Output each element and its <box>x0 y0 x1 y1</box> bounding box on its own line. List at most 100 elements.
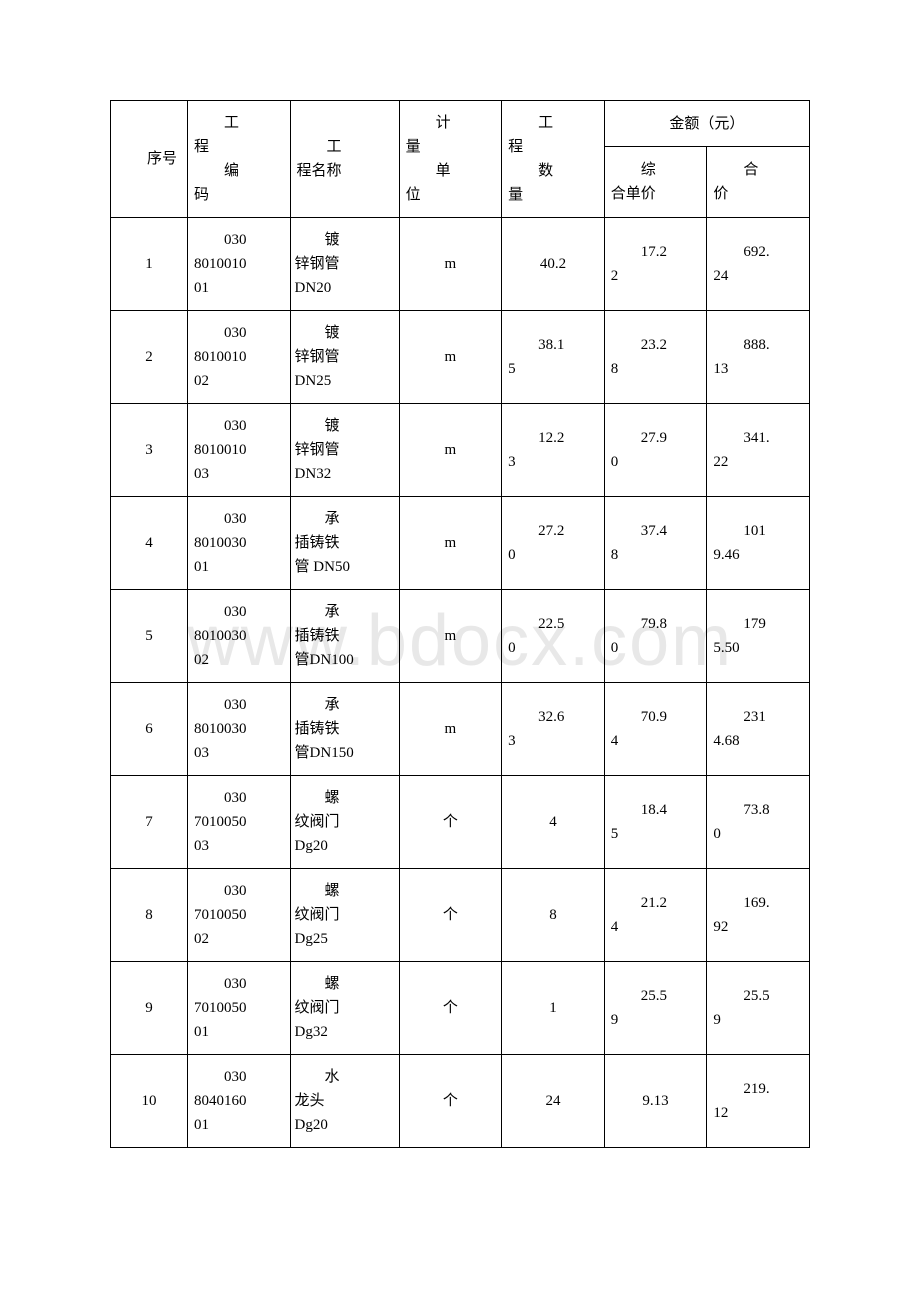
cell-name: 镀锌钢管DN20 <box>290 218 399 311</box>
cell-total-price: 1795.50 <box>707 590 810 683</box>
bill-table: 序号 工 程 编 码 工 程名称 计 量 单 位 工 程 数 量 <box>110 100 810 1148</box>
cell-unit: m <box>399 218 502 311</box>
cell-name: 镀锌钢管DN32 <box>290 404 399 497</box>
cell-unit: m <box>399 683 502 776</box>
cell-total-price: 73.80 <box>707 776 810 869</box>
cell-name: 螺纹阀门Dg20 <box>290 776 399 869</box>
header-seq-label: 序号 <box>117 147 181 171</box>
cell-qty: 4 <box>502 776 605 869</box>
table-row: 5030801003002承插铸铁管DN100m22.5079.801795.5… <box>111 590 810 683</box>
cell-seq: 9 <box>111 962 188 1055</box>
cell-unit-price: 70.94 <box>604 683 707 776</box>
cell-qty: 27.20 <box>502 497 605 590</box>
cell-total-price: 888.13 <box>707 311 810 404</box>
cell-unit: m <box>399 497 502 590</box>
header-name: 工 程名称 <box>290 101 399 218</box>
cell-seq: 2 <box>111 311 188 404</box>
header-code-label-3: 编 <box>194 159 284 183</box>
header-seq: 序号 <box>111 101 188 218</box>
header-total-price-label-2: 价 <box>713 182 803 206</box>
header-qty-label-1: 工 <box>508 111 598 135</box>
cell-total-price: 25.59 <box>707 962 810 1055</box>
cell-code: 030701005001 <box>187 962 290 1055</box>
header-code-label-4: 码 <box>194 183 284 207</box>
cell-qty: 40.2 <box>502 218 605 311</box>
cell-name: 螺纹阀门Dg25 <box>290 869 399 962</box>
table-header: 序号 工 程 编 码 工 程名称 计 量 单 位 工 程 数 量 <box>111 101 810 218</box>
cell-code: 030801001003 <box>187 404 290 497</box>
header-unit: 计 量 单 位 <box>399 101 502 218</box>
cell-name: 承插铸铁管 DN50 <box>290 497 399 590</box>
cell-seq: 6 <box>111 683 188 776</box>
header-qty-label-2: 程 <box>508 135 598 159</box>
cell-code: 030801001002 <box>187 311 290 404</box>
cell-seq: 3 <box>111 404 188 497</box>
header-unit-price-label-2: 合单价 <box>611 182 701 206</box>
table-row: 2030801001002镀锌钢管DN25m38.1523.28888.13 <box>111 311 810 404</box>
header-unit-label-4: 位 <box>406 183 496 207</box>
cell-seq: 4 <box>111 497 188 590</box>
cell-name: 承插铸铁管DN150 <box>290 683 399 776</box>
cell-unit-price: 23.28 <box>604 311 707 404</box>
cell-unit-price: 21.24 <box>604 869 707 962</box>
cell-code: 030804016001 <box>187 1055 290 1148</box>
cell-qty: 12.23 <box>502 404 605 497</box>
cell-code: 030701005002 <box>187 869 290 962</box>
table-row: 10030804016001水龙头Dg20个249.13219.12 <box>111 1055 810 1148</box>
header-unit-label-2: 量 <box>406 135 496 159</box>
cell-total-price: 2314.68 <box>707 683 810 776</box>
header-unit-price: 综 合单价 <box>604 147 707 218</box>
header-total-price: 合 价 <box>707 147 810 218</box>
cell-qty: 32.63 <box>502 683 605 776</box>
cell-name: 螺纹阀门Dg32 <box>290 962 399 1055</box>
header-qty: 工 程 数 量 <box>502 101 605 218</box>
header-amount-label: 金额（元） <box>669 116 744 132</box>
cell-name: 镀锌钢管DN25 <box>290 311 399 404</box>
header-code: 工 程 编 码 <box>187 101 290 218</box>
cell-qty: 38.15 <box>502 311 605 404</box>
cell-unit-price: 18.45 <box>604 776 707 869</box>
header-unit-price-label-1: 综 <box>611 158 701 182</box>
cell-code: 030801001001 <box>187 218 290 311</box>
cell-code: 030701005003 <box>187 776 290 869</box>
cell-code: 030801003002 <box>187 590 290 683</box>
cell-unit: m <box>399 590 502 683</box>
cell-unit: 个 <box>399 1055 502 1148</box>
table-row: 4030801003001承插铸铁管 DN50m27.2037.481019.4… <box>111 497 810 590</box>
cell-qty: 24 <box>502 1055 605 1148</box>
header-qty-label-3: 数 <box>508 159 598 183</box>
cell-total-price: 1019.46 <box>707 497 810 590</box>
cell-unit: 个 <box>399 962 502 1055</box>
header-unit-label-3: 单 <box>406 159 496 183</box>
cell-name: 水龙头Dg20 <box>290 1055 399 1148</box>
cell-qty: 8 <box>502 869 605 962</box>
cell-unit: m <box>399 311 502 404</box>
cell-qty: 22.50 <box>502 590 605 683</box>
header-name-label-2: 程名称 <box>297 159 393 183</box>
header-code-label-2: 程 <box>194 135 284 159</box>
cell-code: 030801003003 <box>187 683 290 776</box>
cell-seq: 10 <box>111 1055 188 1148</box>
cell-unit-price: 17.22 <box>604 218 707 311</box>
cell-unit-price: 25.59 <box>604 962 707 1055</box>
header-amount: 金额（元） <box>604 101 809 147</box>
table-row: 7030701005003螺纹阀门Dg20个418.4573.80 <box>111 776 810 869</box>
header-unit-label-1: 计 <box>406 111 496 135</box>
table-row: 3030801001003镀锌钢管DN32m12.2327.90341.22 <box>111 404 810 497</box>
header-code-label-1: 工 <box>194 111 284 135</box>
cell-code: 030801003001 <box>187 497 290 590</box>
cell-unit-price: 9.13 <box>604 1055 707 1148</box>
cell-unit: 个 <box>399 776 502 869</box>
cell-total-price: 219.12 <box>707 1055 810 1148</box>
cell-seq: 7 <box>111 776 188 869</box>
table-row: 9030701005001螺纹阀门Dg32个125.5925.59 <box>111 962 810 1055</box>
cell-qty: 1 <box>502 962 605 1055</box>
cell-seq: 5 <box>111 590 188 683</box>
header-name-label-1: 工 <box>297 135 393 159</box>
cell-seq: 1 <box>111 218 188 311</box>
table-row: 8030701005002螺纹阀门Dg25个821.24169.92 <box>111 869 810 962</box>
cell-total-price: 692.24 <box>707 218 810 311</box>
header-qty-label-4: 量 <box>508 183 598 207</box>
cell-unit-price: 27.90 <box>604 404 707 497</box>
cell-unit-price: 37.48 <box>604 497 707 590</box>
